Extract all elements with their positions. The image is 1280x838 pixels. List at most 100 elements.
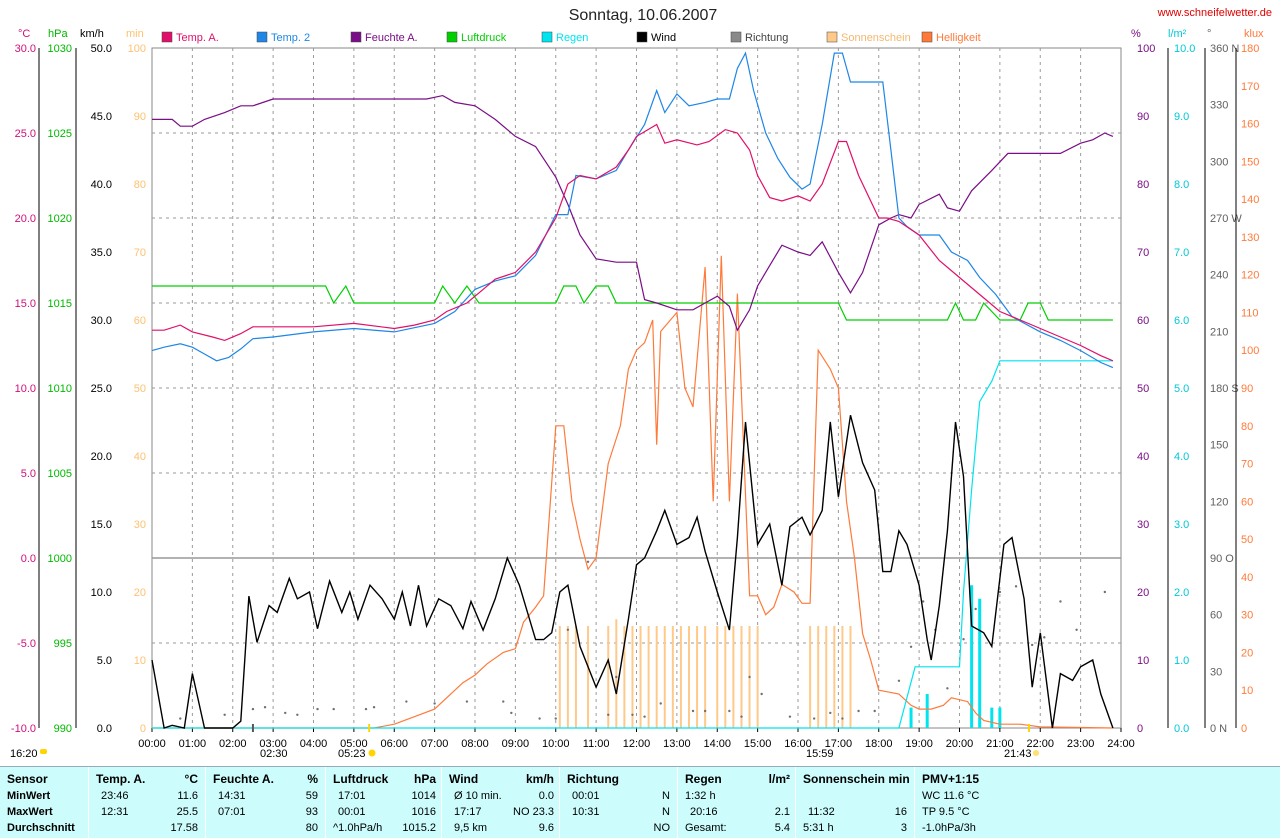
- time-axis: 00:00 01:00 02:00 03:00 04:00 05:00 06:00 07:00…: [138, 728, 1135, 750]
- humidity-tick: 10: [1137, 655, 1149, 667]
- humidity-tick: 0: [1137, 723, 1143, 735]
- pressure-tick: 1005: [48, 468, 72, 480]
- sunmin-unit: min: [126, 28, 144, 40]
- stats-rain-unit: l/m²: [768, 772, 790, 786]
- time-tick-label: 13:00: [663, 738, 691, 750]
- time-markers: 16:20 02:30 05:23 15:59 21:43: [10, 724, 1039, 760]
- stats-rain-header: Regen: [685, 772, 722, 786]
- humidity-tick: 90: [1137, 111, 1149, 123]
- wind-tick: 15.0: [91, 519, 112, 531]
- weather-chart: Sonntag, 10.06.2007 www.schneifelwetter.…: [10, 7, 1272, 760]
- stats-wind-min: 0.0: [538, 790, 554, 802]
- legend-swatch: [826, 31, 838, 43]
- time-tick-label: 02:00: [219, 738, 247, 750]
- direction-point: [946, 687, 949, 690]
- legend-label: Temp. A.: [176, 32, 219, 44]
- rain-tick: 3.0: [1174, 519, 1189, 531]
- sunmin-tick: 40: [134, 451, 146, 463]
- direction-point: [643, 715, 646, 718]
- direction-point: [691, 709, 695, 713]
- rain-tick: 9.0: [1174, 111, 1189, 123]
- direction-tick: 30: [1210, 666, 1222, 678]
- direction-point: [659, 702, 662, 705]
- humidity-tick: 50: [1137, 383, 1149, 395]
- pressure-tick: 1020: [48, 213, 72, 225]
- lux-tick: 0: [1241, 723, 1247, 735]
- marker-t3-time: 21:43: [1004, 748, 1032, 760]
- legend-swatch: [161, 31, 173, 43]
- wind-tick: 5.0: [97, 655, 112, 667]
- marker-t2-time: 15:59: [806, 748, 834, 760]
- temp-tick: 5.0: [21, 468, 36, 480]
- direction-point: [1030, 643, 1034, 647]
- stats-sun-col: Sonnenschein min 11:32 16 5:31 h 3: [795, 767, 915, 838]
- lux-tick: 100: [1241, 345, 1259, 357]
- time-tick-label: 08:00: [461, 738, 489, 750]
- time-tick-label: 03:00: [259, 738, 287, 750]
- stats-rain-total-label: Gesamt:: [685, 822, 727, 834]
- time-tick-label: 18:00: [865, 738, 893, 750]
- stats-dir-min: N: [662, 790, 670, 802]
- direction-point: [566, 628, 570, 631]
- direction-tick: 0 N: [1210, 723, 1227, 735]
- sunmin-tick: 30: [134, 519, 146, 531]
- lux-tick: 160: [1241, 119, 1259, 131]
- stats-sun-total: 5:31 h: [803, 822, 834, 834]
- time-tick-label: 15:00: [744, 738, 772, 750]
- stats-temp-unit: °C: [184, 772, 198, 786]
- sunmin-tick: 20: [134, 587, 146, 599]
- time-tick-label: 11:00: [583, 738, 610, 750]
- sunmin-tick: 80: [134, 179, 146, 191]
- lux-tick: 40: [1241, 572, 1253, 584]
- stats-sun-max: 16: [894, 806, 907, 818]
- direction-point: [179, 717, 182, 720]
- lux-tick: 140: [1241, 194, 1259, 206]
- direction-point: [703, 709, 707, 713]
- direction-point: [372, 706, 376, 709]
- stats-rain-col: Regen l/m² 1:32 h 20:16 2.1 Gesamt: 5.4: [677, 767, 796, 838]
- rain-tick: 6.0: [1174, 315, 1189, 327]
- rain-tick: 1.0: [1174, 655, 1189, 667]
- pressure-tick: 995: [54, 638, 72, 650]
- time-tick-label: 17:00: [825, 738, 853, 750]
- time-tick-label: 24:00: [1107, 738, 1135, 750]
- direction-point: [812, 717, 816, 720]
- stats-hum-max-time: 07:01: [218, 806, 246, 818]
- stats-sensor-header: Sensor: [7, 772, 48, 786]
- series-line-temp-a: [152, 123, 1114, 362]
- lux-unit: klux: [1244, 28, 1264, 40]
- stats-dir-col: Richtung 00:01 N 10:31 N NO: [559, 767, 678, 838]
- pressure-unit: hPa: [48, 28, 68, 40]
- direction-tick: 360 N: [1210, 43, 1239, 55]
- direction-point: [909, 645, 913, 648]
- time-tick-label: 04:00: [300, 738, 328, 750]
- stats-sensor-col: Sensor MinWert MaxWert Durchschnitt: [0, 767, 88, 838]
- stats-temp-max-time: 12:31: [101, 806, 129, 818]
- direction-point: [502, 700, 505, 703]
- direction-tick: 180 S: [1210, 383, 1239, 395]
- temp-tick: 0.0: [21, 553, 36, 565]
- direction-point: [332, 707, 335, 711]
- stats-press-max: 1016: [411, 806, 436, 818]
- humidity-tick: 80: [1137, 179, 1149, 191]
- legend-swatch: [541, 31, 553, 43]
- website-link[interactable]: www.schneifelwetter.de: [1157, 7, 1272, 19]
- sunrise-time: 05:23: [338, 748, 366, 760]
- legend-swatch: [446, 31, 458, 43]
- time-tick-label: 09:00: [502, 738, 530, 750]
- moonrise-icon: [40, 749, 47, 754]
- stats-press-unit: hPa: [413, 772, 436, 786]
- direction-unit: °: [1207, 28, 1211, 40]
- left-axes: 30.025.020.015.010.05.00.0-5.0-10.010301…: [11, 43, 146, 735]
- legend-label: Helligkeit: [936, 32, 981, 44]
- wind-tick: 35.0: [91, 247, 112, 259]
- time-tick-label: 16:00: [784, 738, 812, 750]
- direction-point: [538, 717, 541, 720]
- direction-point: [631, 713, 634, 716]
- rain-tick: 0.0: [1174, 723, 1189, 735]
- direction-point: [465, 700, 469, 703]
- direction-point: [740, 715, 743, 718]
- humidity-tick: 100: [1137, 43, 1155, 55]
- direction-point: [897, 679, 901, 682]
- direction-tick: 120: [1210, 496, 1228, 508]
